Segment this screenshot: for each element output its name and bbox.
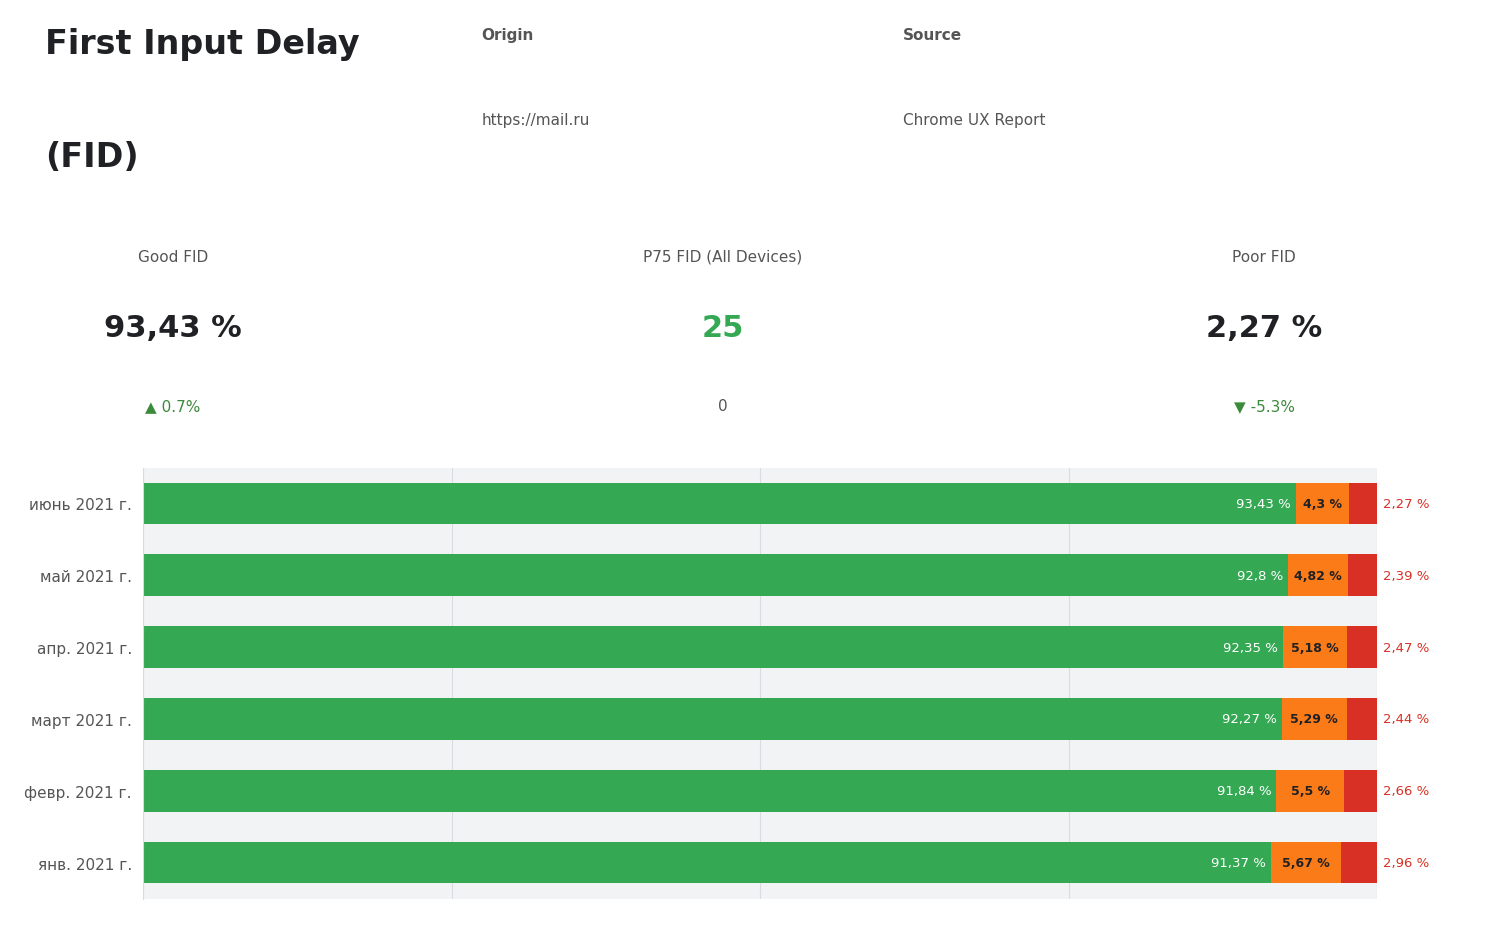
Bar bbox=[1341, 841, 1377, 884]
Bar bbox=[143, 698, 1282, 740]
Text: 2,96 %: 2,96 % bbox=[1383, 856, 1430, 870]
Text: 2,27 %: 2,27 % bbox=[1206, 314, 1323, 343]
Text: 93,43 %: 93,43 % bbox=[104, 314, 242, 343]
Text: 5,29 %: 5,29 % bbox=[1290, 712, 1338, 725]
Text: 4,3 %: 4,3 % bbox=[1303, 497, 1342, 510]
Text: 2,39 %: 2,39 % bbox=[1383, 569, 1430, 582]
Text: 92,35 %: 92,35 % bbox=[1224, 641, 1278, 654]
Bar bbox=[1347, 555, 1377, 596]
Text: ▼ -5.3%: ▼ -5.3% bbox=[1234, 399, 1294, 414]
Text: 91,37 %: 91,37 % bbox=[1210, 856, 1266, 870]
Text: 91,84 %: 91,84 % bbox=[1218, 784, 1272, 797]
Bar bbox=[1288, 555, 1347, 596]
Text: 2,27 %: 2,27 % bbox=[1383, 497, 1430, 510]
Bar bbox=[1344, 770, 1377, 812]
Bar bbox=[1347, 626, 1377, 668]
Text: 2,44 %: 2,44 % bbox=[1383, 712, 1430, 725]
Text: 93,43 %: 93,43 % bbox=[1236, 497, 1291, 510]
Text: Good FID: Good FID bbox=[138, 250, 208, 265]
Text: 5,18 %: 5,18 % bbox=[1291, 641, 1338, 654]
Text: 2,66 %: 2,66 % bbox=[1383, 784, 1430, 797]
Bar bbox=[1348, 483, 1377, 525]
Bar bbox=[143, 483, 1296, 525]
Text: 5,5 %: 5,5 % bbox=[1291, 784, 1330, 797]
Text: First Input Delay: First Input Delay bbox=[45, 28, 360, 61]
Text: Poor FID: Poor FID bbox=[1233, 250, 1296, 265]
Bar bbox=[1282, 698, 1347, 740]
Text: (FID): (FID) bbox=[45, 141, 138, 174]
Text: 25: 25 bbox=[701, 314, 743, 343]
Text: 92,27 %: 92,27 % bbox=[1222, 712, 1276, 725]
Bar bbox=[1347, 698, 1377, 740]
Text: Chrome UX Report: Chrome UX Report bbox=[903, 112, 1046, 127]
Bar bbox=[143, 555, 1288, 596]
Text: 0: 0 bbox=[718, 399, 727, 414]
Text: ▲ 0.7%: ▲ 0.7% bbox=[146, 399, 200, 414]
Bar bbox=[1270, 841, 1341, 884]
Text: Source: Source bbox=[903, 28, 962, 43]
Bar bbox=[143, 770, 1276, 812]
Text: 4,82 %: 4,82 % bbox=[1294, 569, 1342, 582]
Bar bbox=[143, 626, 1282, 668]
Text: 2,47 %: 2,47 % bbox=[1383, 641, 1430, 654]
Bar bbox=[143, 841, 1270, 884]
Text: https://mail.ru: https://mail.ru bbox=[482, 112, 590, 127]
Bar bbox=[1296, 483, 1348, 525]
Text: 5,67 %: 5,67 % bbox=[1282, 856, 1329, 870]
Text: 92,8 %: 92,8 % bbox=[1237, 569, 1284, 582]
Text: Origin: Origin bbox=[482, 28, 534, 43]
Bar bbox=[1276, 770, 1344, 812]
Bar bbox=[1282, 626, 1347, 668]
Text: P75 FID (All Devices): P75 FID (All Devices) bbox=[643, 250, 802, 265]
